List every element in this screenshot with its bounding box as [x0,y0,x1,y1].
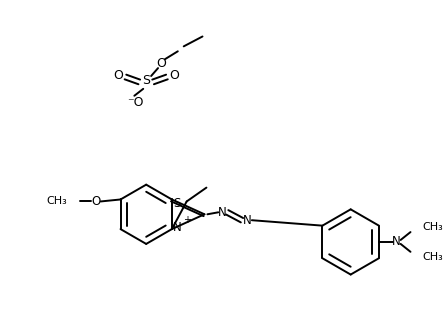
Text: N: N [392,235,401,249]
Text: N: N [218,206,227,219]
Text: N: N [173,221,181,233]
Text: S: S [142,74,150,87]
Text: O: O [114,69,124,83]
Text: CH₃: CH₃ [422,222,443,232]
Text: +: + [183,215,191,225]
Text: O: O [169,69,179,83]
Text: O: O [156,57,166,70]
Text: ⁻O: ⁻O [128,96,144,109]
Text: CH₃: CH₃ [422,252,443,262]
Text: O: O [91,195,100,208]
Text: N: N [243,214,251,227]
Text: S: S [173,197,181,210]
Text: CH₃: CH₃ [46,197,67,207]
